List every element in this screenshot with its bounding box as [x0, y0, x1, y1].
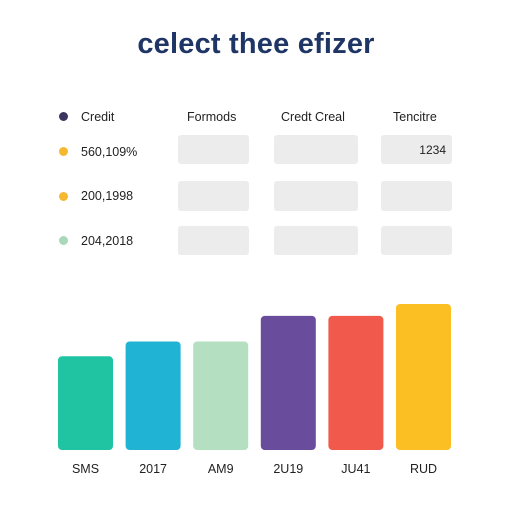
- cell-value: 1234: [419, 142, 446, 157]
- row-label: 200,1998: [81, 189, 134, 203]
- x-tick-label: 2U19: [273, 462, 303, 476]
- row-label: 204,2018: [81, 234, 134, 248]
- table-cell: [274, 135, 358, 164]
- x-tick-label: AM9: [208, 462, 234, 476]
- col-header-credit: Credit: [81, 110, 115, 124]
- col-header-credt-creal: Credt Creal: [281, 110, 345, 124]
- table-cell: [274, 181, 358, 211]
- header-dot: [59, 112, 68, 121]
- table-cell: [178, 226, 249, 255]
- table-cell: [381, 181, 452, 211]
- bar-am9: [193, 341, 249, 450]
- table-cell: [178, 135, 249, 164]
- col-header-tencitre: Tencitre: [393, 110, 437, 124]
- bar-ju41: [328, 315, 384, 450]
- x-tick-label: RUD: [410, 462, 437, 476]
- table-cell: [178, 181, 249, 211]
- bar-rud: [396, 303, 451, 450]
- bar-2u19: [260, 315, 316, 450]
- row-dot: [59, 236, 68, 245]
- x-tick-label: SMS: [72, 462, 99, 476]
- page-title: celect thee efizer: [137, 28, 375, 60]
- table-cell: [274, 226, 358, 255]
- x-tick-label: 2017: [139, 462, 167, 476]
- table-cell: [381, 226, 452, 255]
- bar-chart: SMS 2017 AM9 2U19 JU41 RUD: [58, 303, 451, 476]
- row-label: 560,109%: [81, 145, 138, 159]
- row-dot: [59, 147, 68, 156]
- x-tick-label: JU41: [341, 462, 370, 476]
- table-cell-value: 1234: [381, 135, 452, 164]
- bar-sms: [58, 356, 113, 450]
- row-dot: [59, 192, 68, 201]
- col-header-formods: Formods: [187, 110, 237, 124]
- bar-2017: [125, 341, 181, 450]
